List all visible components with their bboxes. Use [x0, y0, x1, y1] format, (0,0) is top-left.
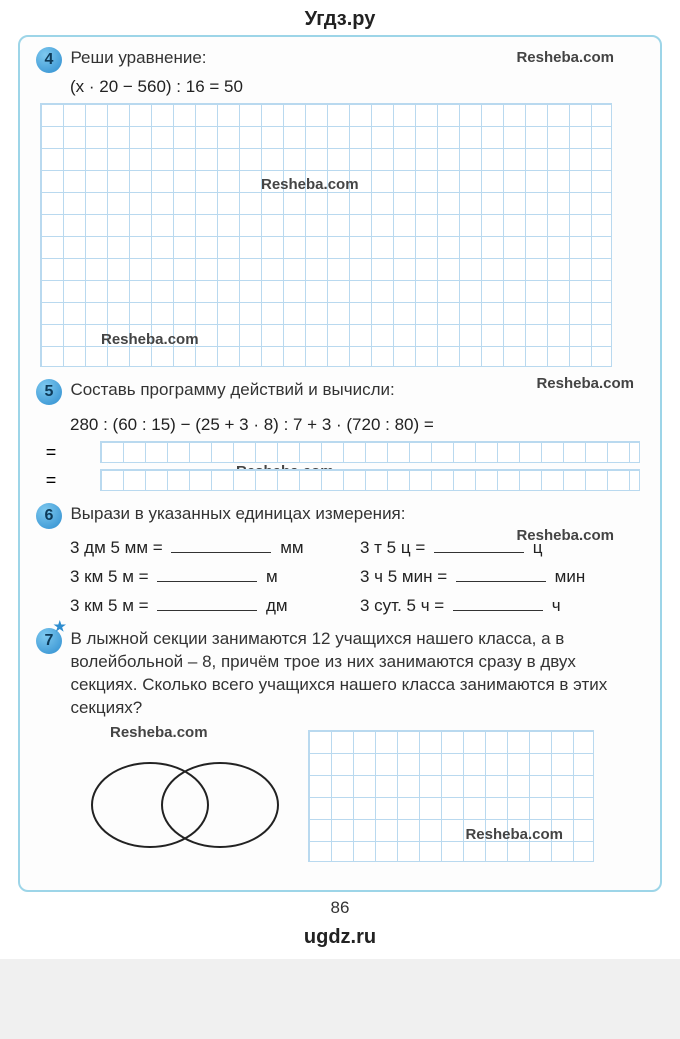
t6-r1-lhs: 3 т 5 ц =	[360, 538, 425, 557]
watermark: Resheba.com	[465, 826, 563, 843]
blank-line[interactable]	[157, 595, 257, 611]
blank-line[interactable]	[453, 595, 543, 611]
venn-diagram: Resheba.com	[70, 730, 290, 860]
t6-l3-lhs: 3 км 5 м =	[70, 596, 149, 615]
task-6-row-2: 3 км 5 м = м 3 ч 5 мин = мин	[70, 566, 644, 587]
task-6: 6 Вырази в указанных единицах измерения:…	[36, 503, 644, 616]
task-4-grid: Resheba.com Resheba.com	[40, 103, 612, 367]
task-4: 4 Реши уравнение: Resheba.com (x · 20 − …	[36, 47, 644, 367]
t6-l3-unit: дм	[266, 596, 288, 615]
equals-sign: =	[36, 442, 66, 463]
task-5-badge: 5	[36, 379, 62, 405]
task-7-num: 7	[45, 632, 54, 650]
content-frame: 4 Реши уравнение: Resheba.com (x · 20 − …	[18, 35, 662, 892]
task-6-row-3: 3 км 5 м = дм 3 сут. 5 ч = ч	[70, 595, 644, 616]
page: Угдз.ру 4 Реши уравнение: Resheba.com (x…	[0, 0, 680, 959]
star-icon: ★	[53, 618, 66, 635]
task-6-title: Вырази в указанных единицах измерения:	[70, 503, 610, 526]
blank-line[interactable]	[171, 537, 271, 553]
task-7-text: В лыжной секции занимаются 12 учащихся н…	[70, 628, 610, 720]
task-5: 5 Составь программу действий и вычисли: …	[36, 379, 644, 491]
task-5-grid-row-1	[100, 441, 640, 463]
watermark: Resheba.com	[101, 331, 199, 348]
task-5-line1: =	[36, 441, 644, 463]
task-7-grid: Resheba.com	[308, 730, 594, 862]
t6-r2-lhs: 3 ч 5 мин =	[360, 567, 447, 586]
t6-l1-unit: мм	[280, 538, 303, 557]
task-5-line2: =	[36, 469, 644, 491]
t6-l2-lhs: 3 км 5 м =	[70, 567, 149, 586]
watermark: Resheba.com	[261, 176, 359, 193]
task-5-title: Составь программу действий и вычисли:	[70, 379, 610, 402]
task-6-badge: 6	[36, 503, 62, 529]
t6-r2-unit: мин	[555, 567, 586, 586]
blank-line[interactable]	[434, 537, 524, 553]
site-footer: ugdz.ru	[0, 920, 680, 959]
site-header: Угдз.ру	[0, 0, 680, 35]
task-4-badge: 4	[36, 47, 62, 73]
task-6-row-1: 3 дм 5 мм = мм 3 т 5 ц = ц	[70, 537, 644, 558]
t6-r1-unit: ц	[533, 538, 543, 557]
task-7-badge: 7 ★	[36, 628, 62, 654]
page-number: 86	[0, 892, 680, 920]
task-4-equation: (x · 20 − 560) : 16 = 50	[70, 77, 644, 97]
task-5-grid-row-2	[100, 469, 640, 491]
venn-svg	[70, 730, 290, 860]
task-5-expression: 280 : (60 : 15) − (25 + 3 · 8) : 7 + 3 ·…	[70, 415, 644, 435]
equals-sign: =	[36, 470, 66, 491]
task-7: 7 ★ В лыжной секции занимаются 12 учащих…	[36, 628, 644, 862]
t6-l2-unit: м	[266, 567, 278, 586]
blank-line[interactable]	[157, 566, 257, 582]
t6-r3-lhs: 3 сут. 5 ч =	[360, 596, 444, 615]
t6-r3-unit: ч	[552, 596, 561, 615]
task-7-body: Resheba.com Resheba.com	[70, 730, 644, 862]
blank-line[interactable]	[456, 566, 546, 582]
task-4-title: Реши уравнение:	[70, 47, 610, 70]
t6-l1-lhs: 3 дм 5 мм =	[70, 538, 163, 557]
